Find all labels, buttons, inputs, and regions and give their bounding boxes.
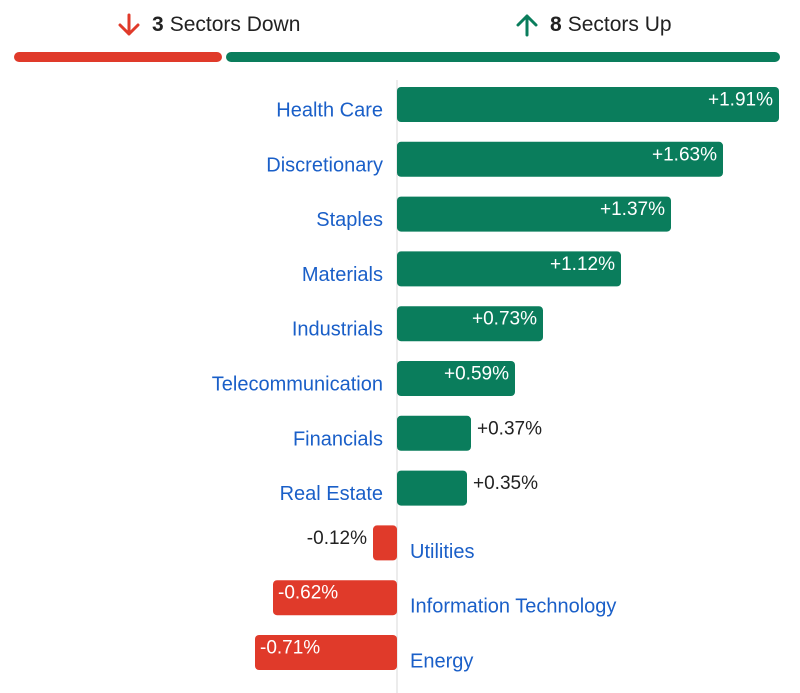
value-label-real-estate: +0.35% — [473, 473, 538, 494]
sector-label-staples: Staples — [316, 209, 383, 231]
arrow-down-icon — [118, 13, 140, 36]
sectors-up-count: 8 — [550, 13, 562, 36]
value-label-information-technology: -0.62% — [278, 583, 338, 604]
sectors-up-label: Sectors Up — [567, 13, 672, 36]
value-label-industrials: +0.73% — [472, 309, 537, 330]
sector-label-financials: Financials — [293, 428, 383, 450]
bar-energy — [255, 635, 397, 670]
value-label-utilities: -0.12% — [307, 528, 367, 549]
sector-breadth-summary: 3 Sectors Down 8 Sectors Up — [0, 0, 800, 50]
sector-label-health-care: Health Care — [276, 100, 383, 122]
value-label-energy: -0.71% — [260, 638, 320, 659]
value-label-materials: +1.12% — [550, 254, 615, 275]
bar-utilities — [373, 525, 397, 561]
bar-staples — [397, 196, 671, 232]
bar-industrials — [397, 306, 543, 342]
sectors-down-summary: 3 Sectors Down — [116, 12, 300, 38]
arrow-up-icon — [516, 14, 538, 37]
bar-telecommunication — [397, 361, 515, 396]
sector-label-industrials: Industrials — [292, 319, 383, 341]
bar-materials — [397, 251, 621, 287]
sectors-down-label: Sectors Down — [169, 13, 301, 36]
bar-real-estate — [397, 470, 467, 506]
sector-label-utilities: Utilities — [410, 541, 474, 563]
bar-health-care — [397, 87, 779, 122]
sector-performance-chart: Health Care +1.91% Discretionary +1.63% Stap… — [212, 80, 779, 693]
sectors-up-summary: 8 Sectors Up — [514, 12, 672, 38]
bar-discretionary — [397, 141, 723, 177]
value-label-telecommunication: +0.59% — [444, 364, 509, 385]
sector-label-discretionary: Discretionary — [266, 154, 383, 176]
value-label-health-care: +1.91% — [708, 90, 773, 111]
sector-label-real-estate: Real Estate — [280, 483, 383, 505]
bar-financials — [397, 415, 471, 451]
value-label-financials: +0.37% — [477, 418, 542, 439]
sectors-down-count: 3 — [152, 13, 164, 36]
value-label-discretionary: +1.63% — [652, 144, 717, 165]
value-label-staples: +1.37% — [600, 199, 665, 220]
breadth-bar-down-segment — [14, 52, 222, 62]
breadth-bar-up-segment — [225, 52, 780, 62]
bar-information-technology — [273, 580, 397, 616]
sector-label-telecommunication: Telecommunication — [212, 374, 383, 396]
sector-label-energy: Energy — [410, 651, 473, 673]
sector-breadth-bar — [14, 52, 780, 62]
sector-label-materials: Materials — [302, 264, 383, 286]
sector-label-information-technology: Information Technology — [410, 596, 616, 618]
